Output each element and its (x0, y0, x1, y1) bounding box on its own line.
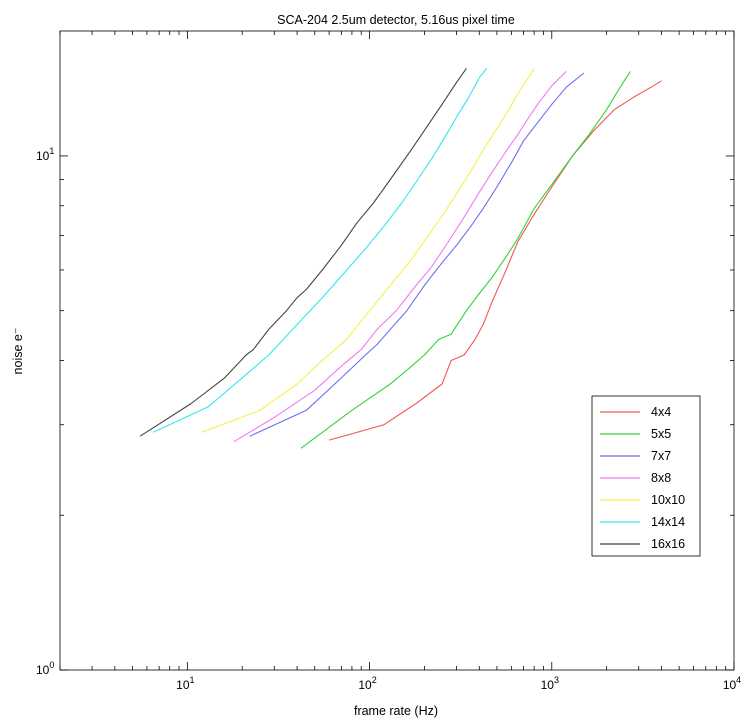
x-tick-label: 103 (541, 675, 559, 692)
legend-label-10x10: 10x10 (651, 493, 685, 507)
series-line-5x5 (300, 71, 631, 449)
legend-label-14x14: 14x14 (651, 515, 685, 529)
y-axis-label: noise e⁻ (11, 328, 25, 375)
series-line-8x8 (233, 71, 567, 443)
x-tick-label: 104 (723, 675, 741, 692)
y-tick-label: 100 (36, 660, 54, 677)
x-tick-label: 102 (358, 675, 376, 692)
x-axis-label: frame rate (Hz) (354, 704, 438, 718)
legend-label-16x16: 16x16 (651, 537, 685, 551)
legend-label-5x5: 5x5 (651, 427, 671, 441)
legend-label-7x7: 7x7 (651, 449, 671, 463)
chart-title: SCA-204 2.5um detector, 5.16us pixel tim… (277, 13, 515, 27)
series-line-16x16 (139, 68, 467, 437)
series-line-7x7 (249, 72, 585, 437)
legend: 4x4 5x5 7x7 8x8 10x10 14x14 16x16 (591, 395, 701, 557)
legend-label-8x8: 8x8 (651, 471, 671, 485)
series-line-14x14 (153, 68, 488, 433)
axis-ticks (59, 31, 735, 671)
plot-frame (59, 30, 735, 671)
series-lines (139, 68, 662, 449)
series-line-4x4 (329, 80, 662, 441)
legend-box (591, 395, 701, 557)
legend-label-4x4: 4x4 (651, 405, 671, 419)
series-line-10x10 (201, 68, 535, 433)
y-tick-label: 101 (36, 146, 54, 163)
tick-labels: 101 102 103 104 100 101 (36, 146, 741, 692)
x-tick-label: 101 (176, 675, 194, 692)
